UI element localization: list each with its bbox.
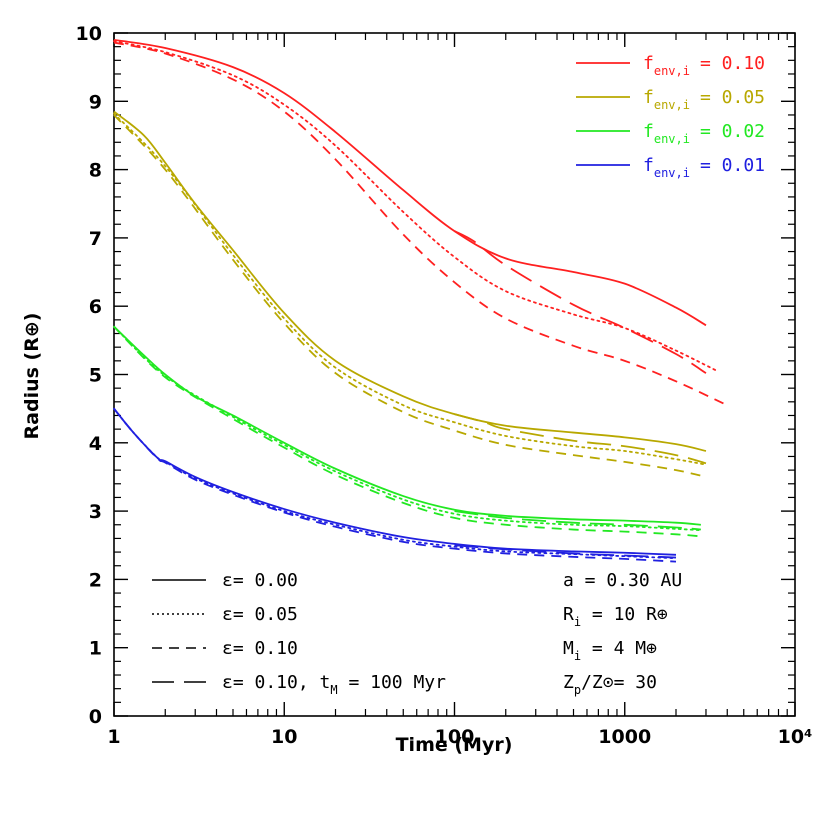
legend-entry: fenv,i = 0.10 (643, 53, 765, 78)
style-legend-entry: ε= 0.00 (222, 570, 298, 591)
legend-entry: fenv,i = 0.01 (643, 155, 765, 180)
series-line-001-solid (113, 408, 677, 556)
y-tick-label: 8 (89, 160, 102, 182)
plot-frame (113, 32, 796, 717)
y-tick-label: 0 (89, 706, 102, 728)
y-tick-label: 5 (89, 365, 102, 387)
y-tick-label: 4 (89, 433, 102, 455)
series-line-010-dotted (113, 40, 719, 372)
y-tick-label: 9 (89, 91, 102, 113)
param-entry: a = 0.30 AU (563, 570, 682, 591)
series-line-005-longdash (454, 413, 707, 465)
x-tick-label: 1000 (598, 726, 651, 748)
series-line-010-dashed (113, 41, 728, 407)
style-legend: ε= 0.00 ε= 0.05 ε= 0.10 ε= 0.10, tM = 100 M… (152, 570, 446, 697)
y-tick-label: 1 (89, 638, 102, 660)
parameter-annotations: a = 0.30 AU Ri = 10 R⊕ Mi = 4 M⊕ Zp/Z⊙= 30 (563, 570, 682, 697)
legend-entry: fenv,i = 0.02 (643, 121, 765, 146)
x-tick-label: 10⁴ (778, 726, 813, 748)
y-axis-label: Radius (R⊕) (21, 313, 43, 440)
x-tick-label: 10 (271, 726, 297, 748)
series-line-002-solid (113, 326, 701, 526)
param-entry: Mi = 4 M⊕ (563, 638, 657, 663)
series-line-005-dotted (113, 112, 707, 466)
series-line-001-longdash (454, 544, 677, 559)
y-tick-label: 2 (89, 569, 102, 591)
series-line-005-dashed (113, 114, 707, 478)
x-axis-label: Time (Myr) (396, 734, 513, 756)
style-legend-entry: ε= 0.10 (222, 638, 298, 659)
series-line-005-solid (113, 110, 707, 452)
x-tick-label: 100 (435, 726, 475, 748)
y-tick-label: 3 (89, 501, 102, 523)
series-line-001-dotted (113, 407, 677, 560)
y-tick-label: 7 (89, 228, 102, 250)
legend-entry: fenv,i = 0.05 (643, 87, 765, 112)
x-tick-label: 1 (107, 726, 120, 748)
series-line-010-longdash (454, 230, 707, 374)
series-line-002-longdash (454, 510, 701, 531)
plot-area (113, 32, 796, 717)
series-line-010-solid (113, 38, 707, 327)
param-entry: Zp/Z⊙= 30 (563, 672, 657, 697)
y-tick-label: 6 (89, 296, 102, 318)
series-line-002-dotted (113, 325, 702, 532)
style-legend-entry: ε= 0.10, tM = 100 Myr (222, 672, 446, 697)
param-entry: Ri = 10 R⊕ (563, 604, 668, 629)
y-tick-label: 10 (76, 23, 102, 45)
series-lines (113, 38, 728, 563)
series-line-002-dashed (113, 326, 701, 538)
color-legend: fenv,i = 0.10 fenv,i = 0.05 fenv,i = 0.02 fenv… (576, 53, 765, 180)
style-legend-entry: ε= 0.05 (222, 604, 298, 625)
